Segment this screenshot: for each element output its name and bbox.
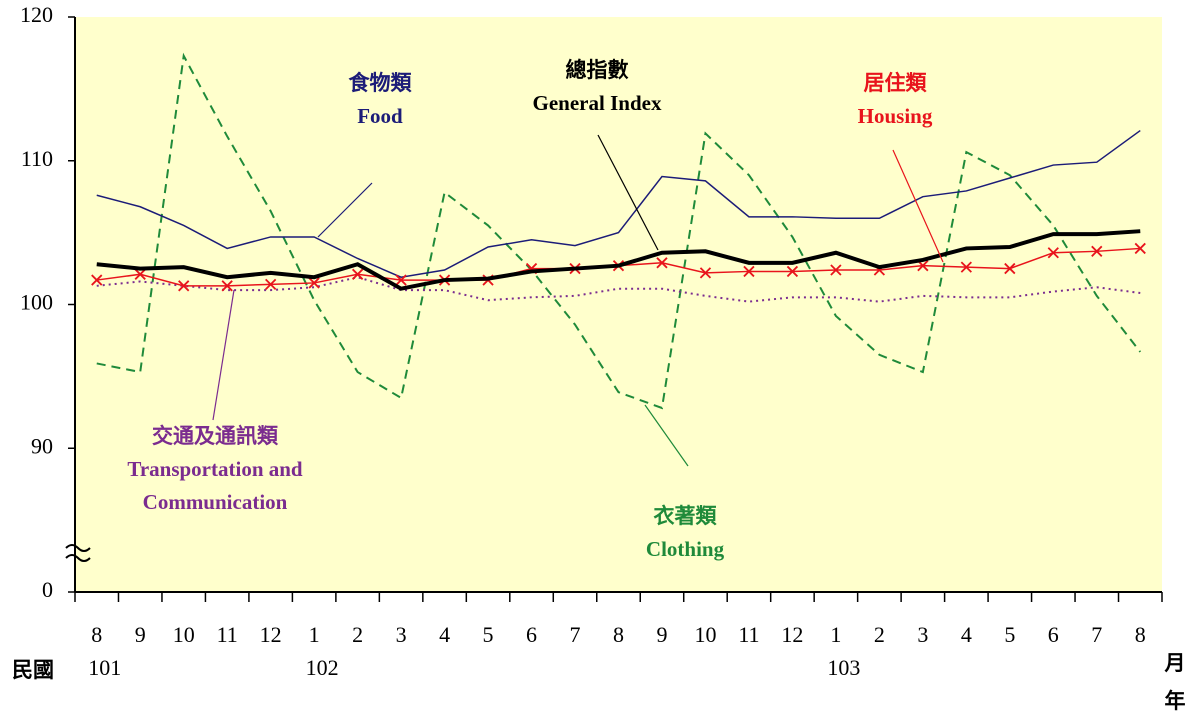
y-tick-label: 120 bbox=[20, 2, 53, 27]
x-tick-label: 10 bbox=[694, 622, 716, 647]
x-tick-label: 6 bbox=[1048, 622, 1059, 647]
marker bbox=[265, 278, 277, 291]
marker bbox=[699, 267, 712, 279]
y-tick-label: 110 bbox=[21, 146, 53, 171]
x-tick-label: 8 bbox=[91, 622, 102, 647]
leader-line bbox=[892, 149, 944, 263]
marker bbox=[1091, 245, 1103, 257]
x-tick-label: 6 bbox=[526, 622, 537, 647]
series-line bbox=[96, 129, 1141, 278]
marker bbox=[656, 257, 668, 269]
x-tick-label: 3 bbox=[396, 622, 407, 647]
marker bbox=[395, 274, 407, 286]
marker bbox=[1004, 262, 1016, 275]
series-label: General Index bbox=[533, 91, 662, 115]
x-tick-label: 12 bbox=[781, 622, 803, 647]
x-tick-label: 5 bbox=[483, 622, 494, 647]
x-tick-label: 4 bbox=[439, 622, 450, 647]
marker bbox=[351, 268, 364, 280]
series-label: Clothing bbox=[646, 537, 725, 561]
marker bbox=[786, 265, 799, 278]
x-tick-label: 11 bbox=[738, 622, 759, 647]
series-label: Housing bbox=[858, 104, 933, 128]
x-tick-label: 7 bbox=[1091, 622, 1102, 647]
series-line bbox=[96, 276, 1141, 303]
x-tick-label: 2 bbox=[352, 622, 363, 647]
series-label: 總指數 bbox=[566, 58, 629, 82]
x-tick-label: 12 bbox=[260, 622, 282, 647]
x-tick-label: 8 bbox=[1135, 622, 1146, 647]
x-label-left: 民國 bbox=[12, 658, 54, 682]
series-label: Transportation and bbox=[127, 457, 303, 481]
x-tick-label: 5 bbox=[1004, 622, 1015, 647]
y-tick-label: 100 bbox=[20, 290, 53, 315]
x-tick-label: 11 bbox=[217, 622, 238, 647]
x-tick-label: 8 bbox=[613, 622, 624, 647]
marker bbox=[134, 268, 146, 280]
year-label: 103 bbox=[827, 655, 860, 680]
leader-line bbox=[644, 404, 689, 467]
series-label: 食物類 bbox=[349, 71, 413, 95]
marker bbox=[1047, 247, 1059, 259]
marker bbox=[91, 274, 103, 286]
series-label: 衣著類 bbox=[654, 504, 718, 528]
marker bbox=[960, 261, 972, 273]
marker bbox=[178, 280, 190, 292]
series-label: Food bbox=[357, 104, 403, 128]
x-tick-label: 10 bbox=[173, 622, 195, 647]
year-label: 102 bbox=[306, 655, 339, 680]
x-label-right: 月 bbox=[1164, 651, 1186, 675]
year-label: 101 bbox=[88, 655, 121, 680]
x-tick-label: 1 bbox=[830, 622, 841, 647]
marker bbox=[221, 280, 233, 292]
axis-break bbox=[65, 544, 91, 562]
x-tick-label: 2 bbox=[874, 622, 885, 647]
x-tick-label: 3 bbox=[917, 622, 928, 647]
leader-line bbox=[212, 289, 235, 421]
series-label: Communication bbox=[143, 490, 288, 514]
x-tick-label: 4 bbox=[961, 622, 972, 647]
series-line bbox=[96, 52, 1142, 410]
series-line bbox=[96, 229, 1141, 291]
marker bbox=[308, 277, 320, 289]
marker bbox=[743, 265, 755, 278]
marker bbox=[830, 264, 842, 276]
x-tick-label: 7 bbox=[570, 622, 581, 647]
x-tick-label: 1 bbox=[309, 622, 320, 647]
x-tick-label: 9 bbox=[656, 622, 667, 647]
y-tick-label: 0 bbox=[42, 577, 53, 602]
series-label: 交通及通訊類 bbox=[152, 424, 279, 448]
leader-line bbox=[317, 182, 373, 238]
series-label: 居住類 bbox=[864, 71, 928, 95]
marker bbox=[1134, 242, 1146, 255]
y-tick-label: 90 bbox=[31, 433, 53, 458]
x-label-right: 年 bbox=[1165, 689, 1186, 713]
x-tick-label: 9 bbox=[135, 622, 146, 647]
leader-line bbox=[597, 134, 659, 251]
plot-area bbox=[75, 17, 1162, 592]
